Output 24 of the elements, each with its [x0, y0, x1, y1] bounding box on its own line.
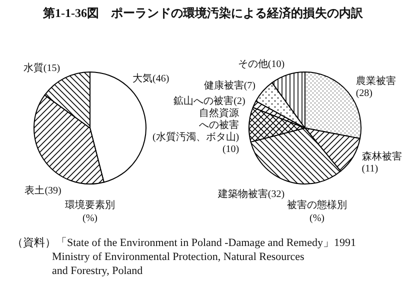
data-label: (28)	[356, 88, 373, 99]
data-label: (7)	[244, 80, 256, 92]
slice-label: 水質	[23, 62, 44, 74]
slice-label: 建築物被害	[216, 188, 268, 200]
slice-label: 農業被害	[356, 74, 396, 87]
slice-label: 健康被害	[204, 79, 244, 92]
text: 第1-1-36図 ポーランドの環境汚染による経済的損失の内訳	[42, 6, 364, 20]
text: 被害の態様別 (%)	[287, 199, 347, 224]
text: （資料）「State of the Environment in Poland -Damage and Remedy」1991 Ministry of Environmental Protection, Natural Resources and Forestry, Poland	[12, 236, 356, 277]
data-label: (32)	[268, 188, 285, 200]
data-label: (10)	[268, 59, 285, 70]
slice-label: 自然資源への被害(水質汚濁、ボタ山)	[152, 106, 240, 143]
data-label: (46)	[152, 74, 170, 85]
data-label: (2)	[234, 96, 246, 107]
slice-label: 森林被害	[362, 150, 402, 163]
slice-label: その他	[238, 58, 268, 70]
data-label: (11)	[362, 164, 378, 175]
data-label: (39)	[44, 185, 62, 196]
slice-label: 表土	[24, 184, 45, 196]
slice-label: 鉱山への被害	[174, 94, 234, 107]
data-label: (10)	[222, 144, 240, 155]
data-label: (15)	[43, 63, 60, 74]
slice-label: 大気	[132, 72, 153, 85]
text: 環境要素別 (%)	[65, 199, 115, 224]
